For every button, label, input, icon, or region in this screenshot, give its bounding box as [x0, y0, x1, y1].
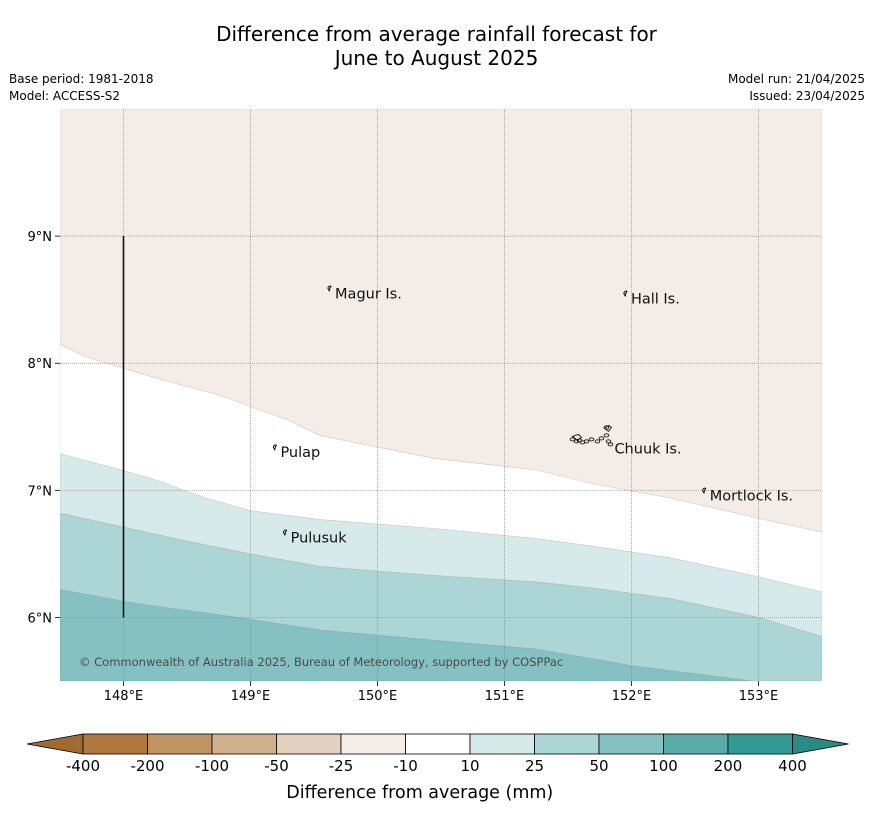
contour-band-3: [60, 343, 822, 593]
place-label-pulusuk: Pulusuk: [291, 530, 348, 546]
colorbar-low-extend: [26, 733, 84, 755]
colorbar-label-6: 10: [460, 757, 479, 775]
title-line-1: Difference from average rainfall forecas…: [216, 22, 657, 46]
copyright-notice: © Commonwealth of Australia 2025, Bureau…: [79, 655, 563, 669]
colorbar-bin-6: [469, 733, 535, 755]
place-label-hall-is: Hall Is.: [631, 291, 680, 307]
lon-tick-label-3: 151°E: [485, 689, 525, 704]
map-area: Magur Is. Hall Is. Pulap Chuuk Is. Mortlock …: [60, 109, 822, 681]
colorbar-label-0: -400: [66, 757, 100, 775]
lon-tick-label-2: 150°E: [358, 689, 398, 704]
colorbar: -400 -200 -100 -50 -25 -10 10 25 50 100 200 400 Diff…: [26, 733, 849, 803]
colorbar-bin-7: [534, 733, 600, 755]
colorbar-bin-5: [405, 733, 471, 755]
island-marker-5: [282, 529, 288, 536]
map-title: Difference from average rainfall forecas…: [0, 22, 873, 70]
island-marker-1: [623, 290, 628, 297]
model-name: Model: ACCESS-S2: [9, 89, 121, 103]
colorbar-label-10: 200: [714, 757, 743, 775]
model-run-date: Model run: 21/04/2025: [727, 72, 865, 86]
contour-band-6: [60, 589, 753, 681]
lon-tick-label-0: 148°E: [104, 689, 144, 704]
colorbar-label-2: -100: [195, 757, 229, 775]
colorbar-label-3: -50: [264, 757, 289, 775]
colorbar-bin-10: [727, 733, 793, 755]
colorbar-label-7: 25: [525, 757, 544, 775]
place-label-pulap: Pulap: [280, 445, 320, 461]
lat-tick-label-2: 7°N: [28, 484, 53, 499]
colorbar-bin-3: [276, 733, 342, 755]
island-marker-0: [327, 285, 332, 292]
lat-tick-label-3: 6°N: [28, 611, 53, 626]
place-label-mortlock-is: Mortlock Is.: [710, 488, 793, 504]
colorbar-bin-1: [147, 733, 213, 755]
island-marker-2: [272, 444, 278, 451]
title-line-2: June to August 2025: [334, 46, 539, 70]
colorbar-label-11: 400: [778, 757, 807, 775]
colorbar-bin-2: [211, 733, 277, 755]
contour-band-4: [60, 453, 822, 637]
colorbar-bin-8: [598, 733, 664, 755]
colorbar-high-extend: [792, 733, 849, 755]
run-info: Model run: 21/04/2025 Issued: 23/04/2025: [728, 71, 865, 105]
colorbar-label-5: -10: [393, 757, 418, 775]
colorbar-bin-4: [340, 733, 406, 755]
lon-tick-label-4: 152°E: [612, 689, 652, 704]
place-label-magur-is: Magur Is.: [335, 286, 402, 302]
colorbar-label-8: 50: [589, 757, 608, 775]
place-label-chuuk-is: Chuuk Is.: [614, 441, 681, 457]
colorbar-label-1: -200: [130, 757, 164, 775]
lat-tick-label-0: 9°N: [28, 230, 53, 245]
base-period: Base period: 1981-2018: [9, 72, 154, 86]
base-info: Base period: 1981-2018 Model: ACCESS-S2: [9, 71, 154, 105]
colorbar-label-9: 100: [649, 757, 678, 775]
colorbar-bin-9: [663, 733, 729, 755]
issued-date: Issued: 23/04/2025: [749, 89, 865, 103]
lon-tick-label-1: 149°E: [231, 689, 271, 704]
island-marker-4: [701, 487, 707, 494]
lon-tick-label-5: 153°E: [739, 689, 779, 704]
lat-tick-label-1: 8°N: [28, 357, 53, 372]
colorbar-bin-0: [82, 733, 148, 755]
colorbar-title: Difference from average (mm): [286, 783, 553, 803]
map-axes: 148°E 149°E 150°E 151°E 152°E 153°E 9°N 8°N 7°N 6…: [28, 230, 779, 704]
chuuk-islands-outline: [569, 424, 614, 447]
colorbar-label-4: -25: [329, 757, 354, 775]
